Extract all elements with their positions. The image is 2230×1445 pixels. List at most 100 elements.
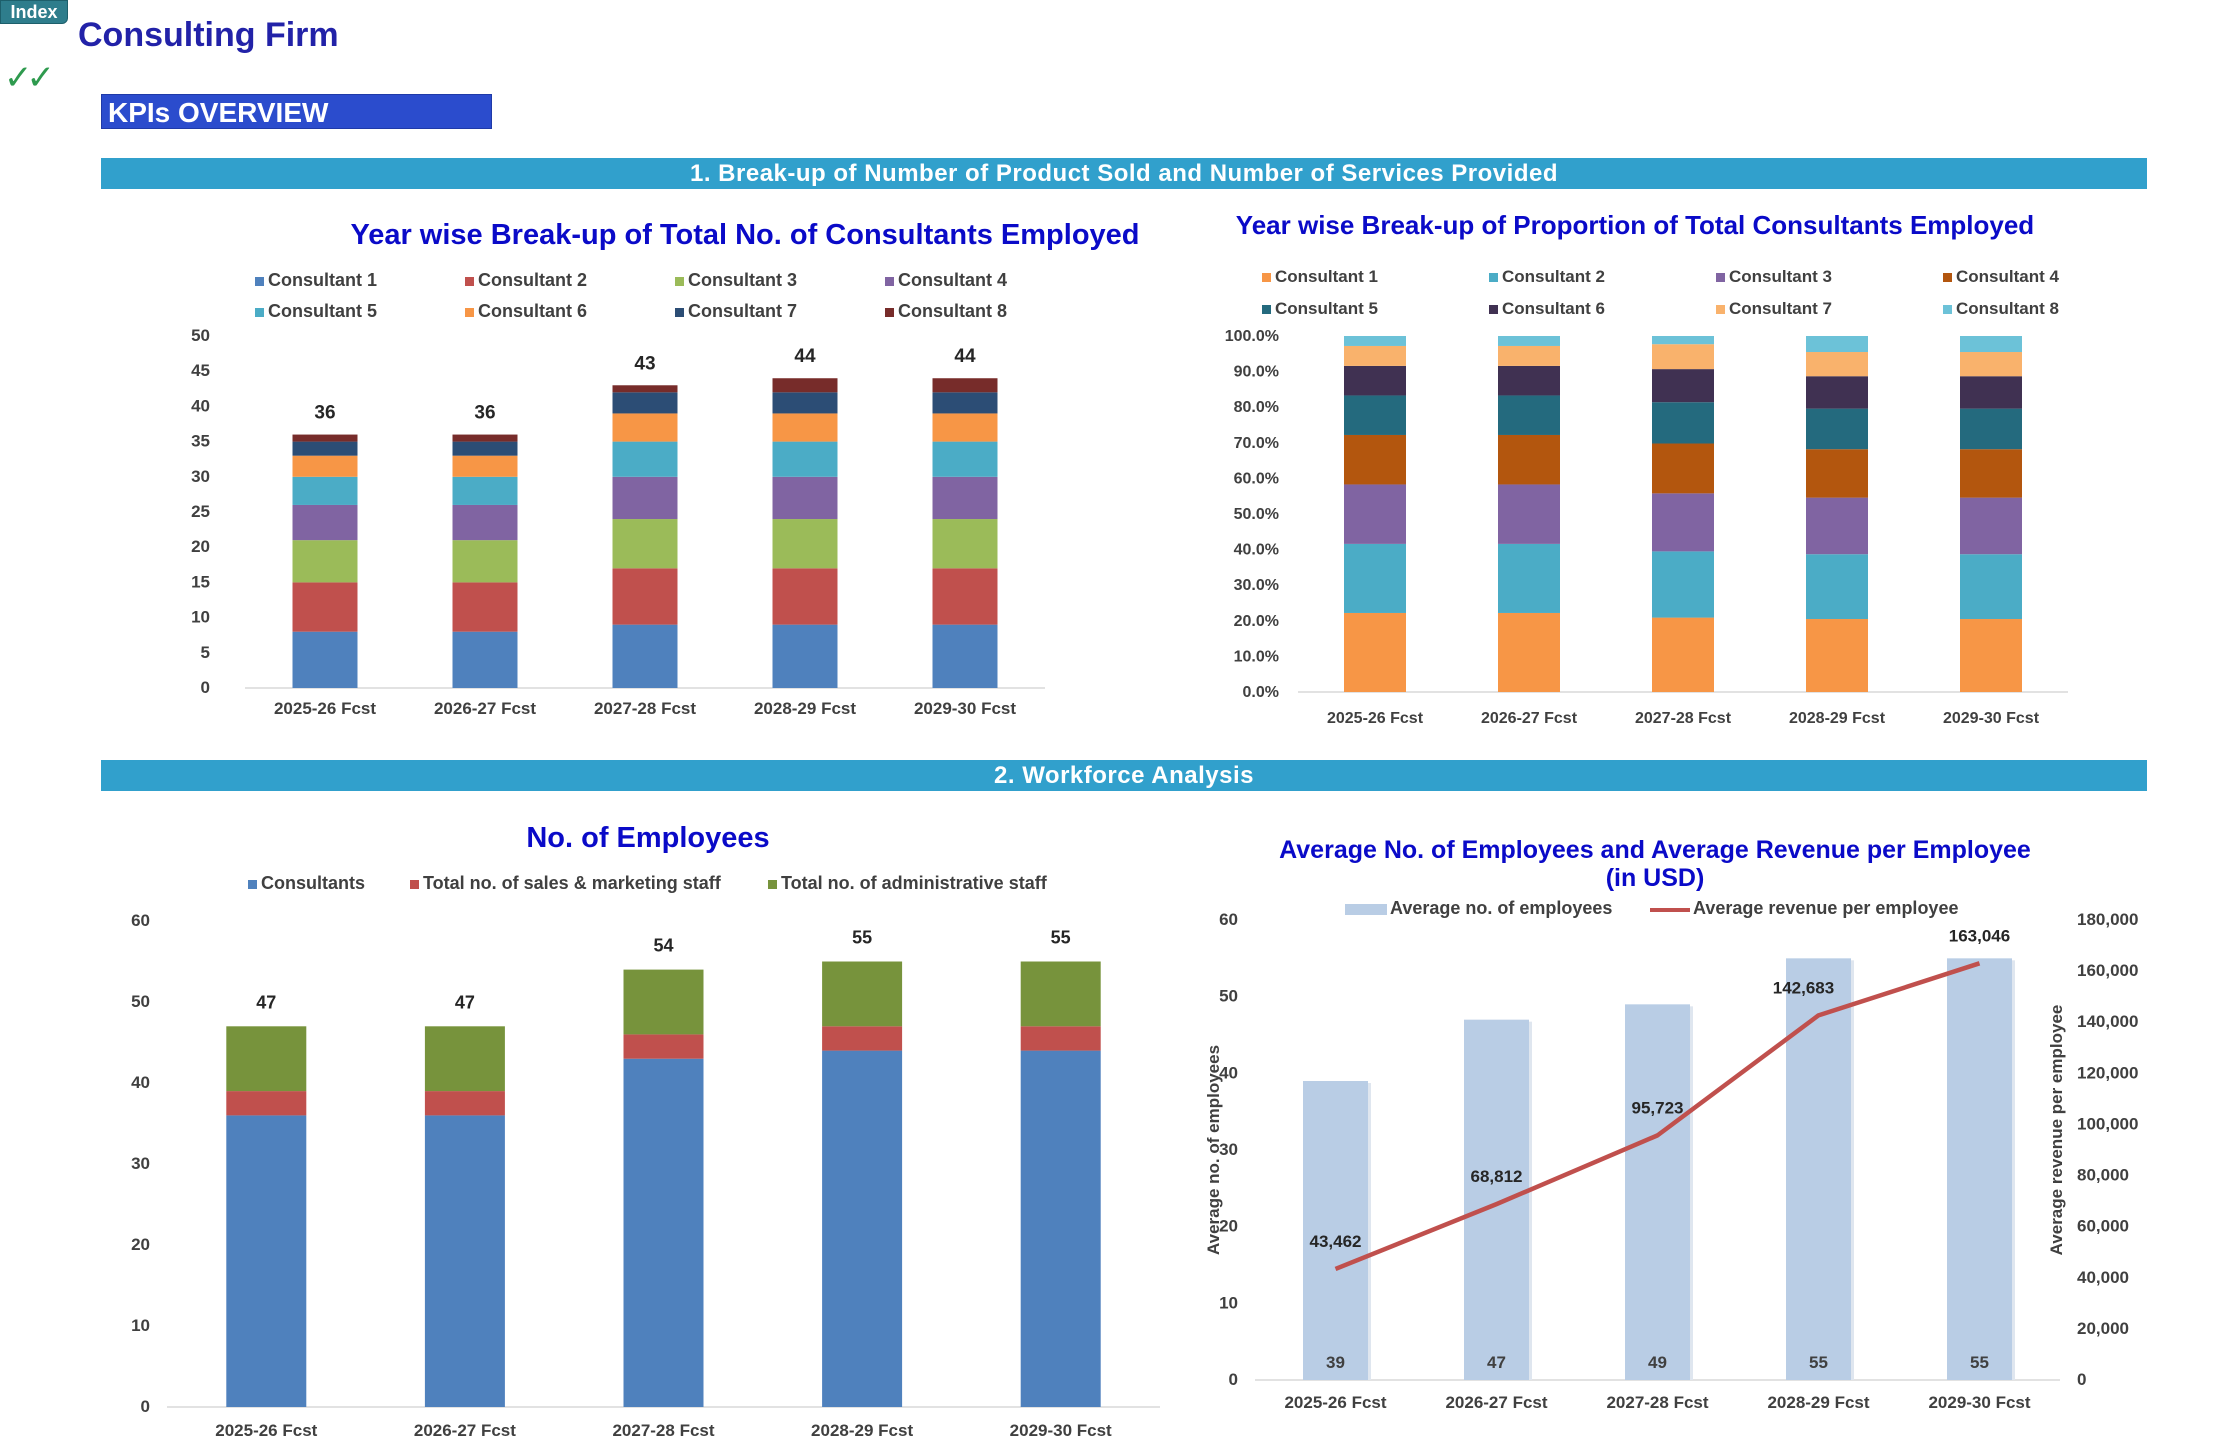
x-tick-label: 2025-26 Fcst: [274, 699, 376, 718]
bar-segment: [1498, 395, 1560, 435]
bar: [1464, 1019, 1529, 1380]
y-tick-label: 30: [1219, 1140, 1238, 1159]
bar-segment: [292, 504, 358, 541]
y2-tick-label: 120,000: [2077, 1063, 2138, 1082]
x-tick-label: 2027-28 Fcst: [1635, 710, 1732, 727]
bar-total-label: 55: [852, 928, 872, 948]
legend-label: Consultant 8: [898, 301, 1007, 321]
legend-label: Consultant 2: [478, 270, 587, 290]
line-value-label: 142,683: [1773, 978, 1834, 997]
section-1-header: 1. Break-up of Number of Product Sold an…: [101, 158, 2147, 189]
bar-segment: [612, 519, 678, 569]
chart-title: Year wise Break-up of Total No. of Consu…: [350, 219, 1139, 251]
bar-segment: [1806, 554, 1868, 620]
bar-segment: [452, 582, 518, 632]
index-tab[interactable]: Index: [0, 0, 68, 24]
x-tick-label: 2025-26 Fcst: [1284, 1393, 1386, 1412]
bar-segment: [1344, 434, 1406, 485]
bar-segment: [424, 1026, 505, 1092]
bar-segment: [1960, 408, 2022, 450]
legend-label: Consultant 4: [1956, 267, 2059, 286]
bar-segment: [822, 1026, 903, 1051]
legend-label: Consultant 4: [898, 270, 1007, 290]
legend-swatch: [1716, 273, 1725, 282]
bar-segment: [292, 631, 358, 688]
x-tick-label: 2025-26 Fcst: [215, 1421, 317, 1440]
consultants-proportion-chart: Year wise Break-up of Proportion of Tota…: [1225, 210, 2068, 727]
bar-segment: [772, 476, 838, 520]
bar-segment: [1344, 395, 1406, 435]
bar-segment: [452, 441, 518, 456]
x-tick-label: 2029-30 Fcst: [1943, 710, 2040, 727]
y2-tick-label: 140,000: [2077, 1012, 2138, 1031]
bar-segment: [292, 476, 358, 505]
bar-segment: [1806, 336, 1868, 353]
bar: [1625, 1004, 1690, 1380]
bar-segment: [1498, 612, 1560, 692]
bar-value-label: 55: [1809, 1353, 1828, 1372]
legend-swatch: [885, 308, 894, 317]
bar-segment: [612, 385, 678, 393]
y-tick-label: 50: [131, 992, 150, 1011]
y-tick-label: 60: [1219, 910, 1238, 929]
chart-title: (in USD): [1606, 864, 1705, 892]
legend-label: Consultant 3: [688, 270, 797, 290]
bar-segment: [1652, 369, 1714, 403]
bar: [1786, 958, 1851, 1380]
x-tick-label: 2026-27 Fcst: [1481, 710, 1578, 727]
bar: [1947, 958, 2012, 1380]
y-tick-label: 90.0%: [1234, 364, 1279, 381]
y-tick-label: 5: [201, 643, 210, 662]
bar-segment: [772, 413, 838, 442]
y2-tick-label: 40,000: [2077, 1268, 2129, 1287]
bar-segment: [1498, 365, 1560, 396]
bar-segment: [822, 1050, 903, 1407]
bar-segment: [1652, 443, 1714, 494]
legend-label: Consultant 3: [1729, 267, 1832, 286]
legend-label: Consultant 6: [478, 301, 587, 321]
x-tick-label: 2029-30 Fcst: [914, 699, 1016, 718]
consultants-stacked-chart: Year wise Break-up of Total No. of Consu…: [191, 219, 1139, 718]
legend-swatch: [465, 308, 474, 317]
legend-label: Consultant 5: [268, 301, 377, 321]
bar-value-label: 55: [1970, 1353, 1989, 1372]
legend-swatch: [1943, 273, 1952, 282]
bar-segment: [772, 624, 838, 688]
bar-segment: [932, 392, 998, 414]
bar-segment: [1652, 402, 1714, 444]
y-tick-label: 50.0%: [1234, 506, 1279, 523]
legend-swatch: [1262, 273, 1271, 282]
bar-segment: [292, 441, 358, 456]
bar-segment: [1020, 1026, 1101, 1051]
bar-segment: [1806, 619, 1868, 692]
bar-total-label: 54: [653, 936, 673, 956]
y-tick-label: 0: [201, 678, 210, 697]
legend-label: Total no. of administrative staff: [781, 873, 1048, 893]
employees-stacked-chart: No. of Employees Consultants Total no. of …: [131, 822, 1160, 1440]
y-tick-label: 10.0%: [1234, 648, 1279, 665]
x-tick-label: 2027-28 Fcst: [612, 1421, 714, 1440]
bar-segment: [1806, 408, 1868, 450]
bar-segment: [292, 434, 358, 442]
bar-segment: [612, 624, 678, 688]
y2-axis-title: Average revenue per employee: [2047, 1005, 2066, 1256]
x-tick-label: 2026-27 Fcst: [414, 1421, 516, 1440]
legend-swatch: [885, 277, 894, 286]
legend-swatch: [768, 880, 777, 889]
bar-segment: [932, 413, 998, 442]
bar: [1303, 1081, 1368, 1380]
bar-segment: [932, 519, 998, 569]
revenue-line: [1334, 961, 1981, 1272]
y-tick-label: 35: [191, 432, 210, 451]
bar-segment: [1498, 543, 1560, 613]
y-tick-label: 80.0%: [1234, 399, 1279, 416]
legend-swatch: [465, 277, 474, 286]
x-tick-label: 2028-29 Fcst: [1767, 1393, 1869, 1412]
legend-label: Consultant 1: [268, 270, 377, 290]
bar-segment: [772, 519, 838, 569]
y-tick-label: 0: [1229, 1370, 1238, 1389]
y2-tick-label: 160,000: [2077, 961, 2138, 980]
y2-tick-label: 80,000: [2077, 1166, 2129, 1185]
bar-total-label: 44: [794, 346, 816, 367]
bar-segment: [772, 392, 838, 414]
